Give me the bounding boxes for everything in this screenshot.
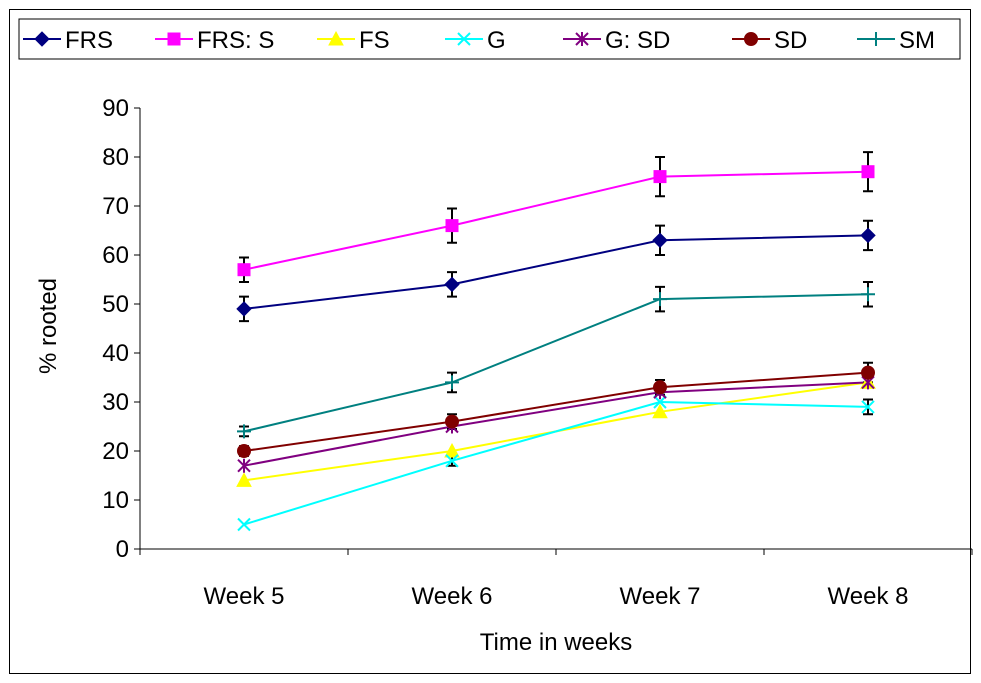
- data-point: [237, 263, 251, 277]
- legend-label: FRS: [65, 27, 113, 54]
- data-point: [653, 170, 667, 184]
- y-tick-label: 70: [102, 193, 129, 220]
- y-tick-label: 20: [102, 438, 129, 465]
- data-point: [237, 458, 251, 473]
- x-tick-label: Week 5: [204, 583, 285, 610]
- legend-label: FRS: S: [197, 27, 274, 54]
- legend-label: SD: [774, 27, 807, 54]
- y-axis-label: % rooted: [35, 278, 62, 374]
- axes: 0 10 20 30 40 50 60 70 80 90 Week 5 Week 6 Week 7 Wee…: [102, 95, 973, 610]
- data-point: [652, 403, 668, 419]
- data-point: [861, 365, 875, 380]
- legend-label: SM: [899, 27, 935, 54]
- x-tick-label: Week 6: [412, 583, 493, 610]
- data-point: [237, 444, 251, 458]
- legend-label: FS: [359, 27, 390, 54]
- series-line-5: [243, 371, 869, 452]
- x-tick-label: Week 7: [620, 583, 701, 610]
- y-tick-label: 10: [102, 487, 129, 514]
- y-tick-label: 40: [102, 340, 129, 367]
- legend-marker: [167, 32, 181, 46]
- data-point: [237, 424, 251, 439]
- x-axis-label: Time in weeks: [480, 629, 632, 656]
- legend-label: G: SD: [605, 27, 670, 54]
- legend-marker: [575, 32, 589, 46]
- y-tick-label: 50: [102, 291, 129, 318]
- y-tick-label: 90: [102, 95, 129, 122]
- legend-marker: [34, 31, 50, 47]
- plot-area: [236, 151, 876, 532]
- legend-marker: [328, 30, 344, 46]
- data-point: [445, 375, 459, 390]
- x-tick-label: Week 8: [828, 583, 909, 610]
- data-point: [860, 227, 876, 244]
- y-tick-label: 30: [102, 389, 129, 416]
- data-point: [861, 165, 875, 179]
- legend-marker: [744, 32, 758, 46]
- data-point: [653, 292, 667, 307]
- series-line-1: [243, 170, 869, 271]
- data-point: [861, 400, 875, 414]
- series-line-0: [243, 234, 869, 310]
- data-point: [444, 276, 460, 293]
- series-line-3: [243, 400, 869, 526]
- data-point: [861, 287, 875, 302]
- legend: FRS FRS: S FS G G: SD SD SM: [18, 18, 961, 60]
- data-point: [652, 232, 668, 249]
- series-line-4: [243, 381, 869, 467]
- data-point: [444, 442, 460, 458]
- data-point: [236, 472, 252, 487]
- data-point: [237, 517, 251, 532]
- data-point: [445, 454, 459, 468]
- series-line-6: [243, 293, 869, 433]
- chart-frame: [9, 9, 971, 674]
- y-tick-label: 60: [102, 242, 129, 269]
- legend-label: G: [487, 27, 506, 54]
- data-point: [653, 395, 667, 409]
- y-tick-label: 0: [116, 536, 129, 563]
- legend-marker: [457, 32, 471, 46]
- data-point: [653, 380, 667, 395]
- y-tick-label: 80: [102, 144, 129, 171]
- data-point: [236, 301, 252, 317]
- data-point: [445, 219, 459, 233]
- data-point: [445, 414, 459, 429]
- legend-marker: [869, 32, 883, 46]
